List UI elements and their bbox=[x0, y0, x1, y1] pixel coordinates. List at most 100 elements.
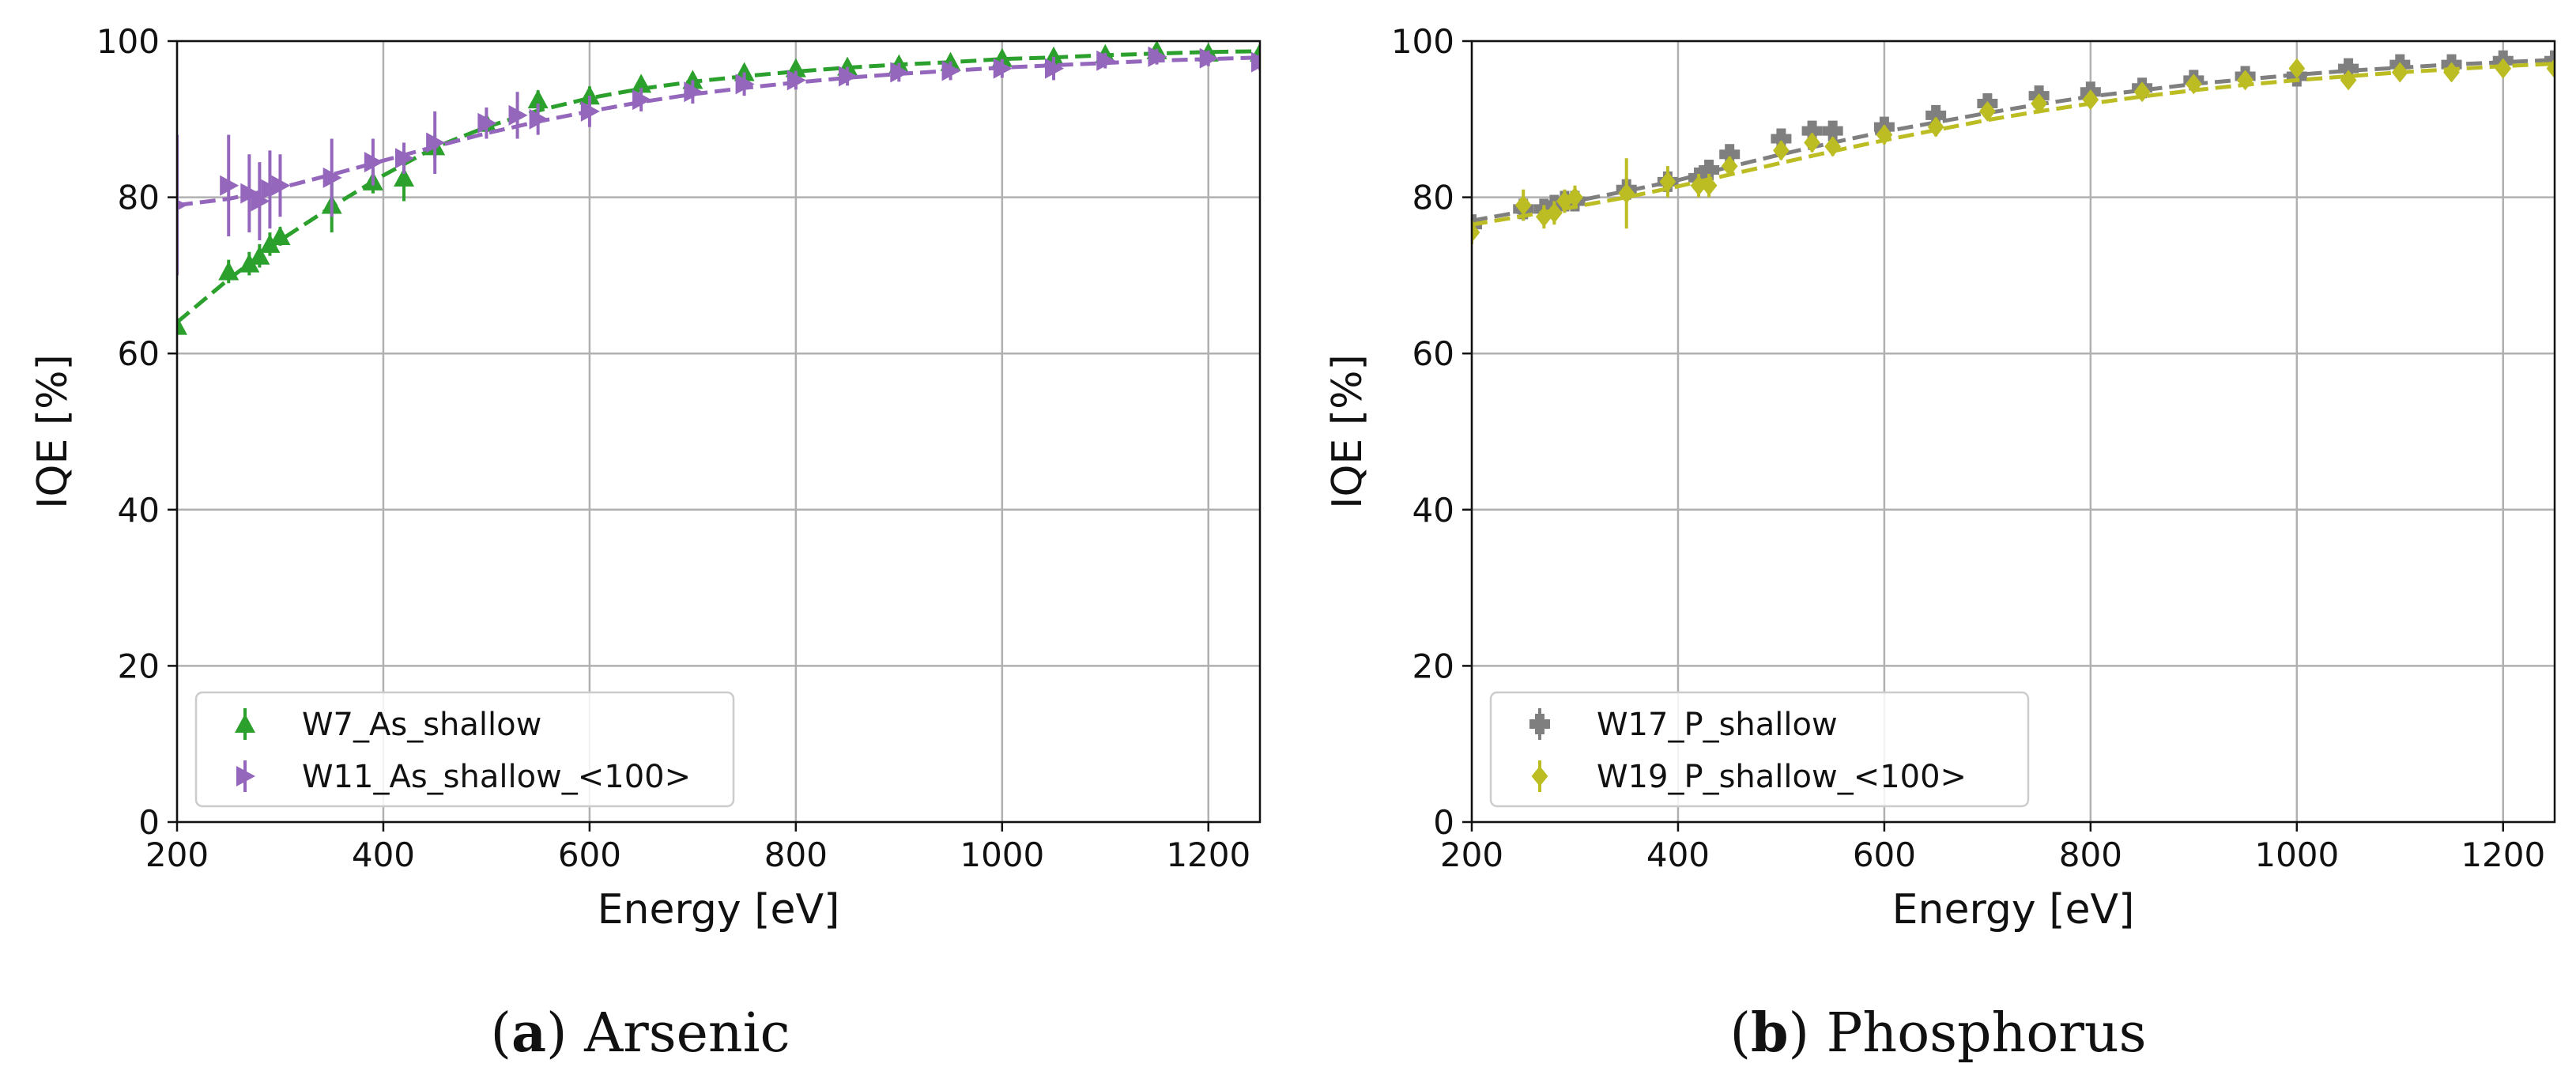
data-point bbox=[579, 85, 600, 105]
x-tick-label: 400 bbox=[352, 835, 415, 874]
data-point bbox=[2133, 81, 2151, 103]
fit-line-W11_As_shallow_<100> bbox=[177, 55, 1260, 207]
data-point bbox=[2237, 70, 2254, 91]
x-tick-label: 400 bbox=[1646, 835, 1710, 874]
x-tick-label: 1200 bbox=[1166, 835, 1250, 874]
data-point bbox=[1773, 140, 1790, 161]
data-point bbox=[1876, 124, 1893, 145]
data-point bbox=[941, 60, 961, 81]
data-point bbox=[1556, 190, 1573, 212]
y-tick-label: 60 bbox=[1412, 334, 1454, 373]
panel-phosphorus: 200 400 600 800 1000 1200 0 20 40 60 80 100 Energy [… bbox=[1324, 22, 2556, 1065]
data-point bbox=[1148, 46, 1167, 67]
x-tick-label: 600 bbox=[1853, 835, 1916, 874]
data-point bbox=[529, 108, 549, 130]
data-point bbox=[1199, 47, 1219, 69]
panel-caption: (a) Arsenic bbox=[490, 1001, 790, 1065]
data-point bbox=[2443, 62, 2460, 83]
x-tick-label: 200 bbox=[145, 835, 209, 874]
fit-line-W17_P_shallow bbox=[1472, 58, 2555, 223]
data-point bbox=[239, 253, 260, 273]
data-point bbox=[322, 167, 342, 188]
data-point bbox=[2391, 62, 2408, 83]
legend-label: W11_As_shallow_<100> bbox=[302, 759, 691, 795]
data-point bbox=[270, 226, 291, 246]
data-point bbox=[890, 62, 910, 83]
axes-frame bbox=[175, 40, 1262, 824]
data-point bbox=[249, 245, 270, 265]
x-tick-label: 1000 bbox=[2254, 835, 2339, 874]
legend-marker bbox=[1529, 714, 1550, 734]
y-axis-label: IQE [%] bbox=[1324, 354, 1371, 509]
x-tick-label: 600 bbox=[558, 835, 621, 874]
fit-line-W7_As_shallow bbox=[177, 49, 1260, 324]
data-point bbox=[632, 89, 652, 111]
y-tick-label: 40 bbox=[118, 491, 160, 530]
y-tick-label: 40 bbox=[1412, 491, 1454, 530]
legend: W17_P_shallow W19_P_shallow_<100> bbox=[1489, 691, 2030, 808]
data-point bbox=[2340, 70, 2357, 91]
legend-marker bbox=[236, 766, 255, 786]
data-point bbox=[218, 261, 239, 281]
data-point bbox=[631, 74, 652, 93]
data-point bbox=[259, 233, 281, 253]
x-axis-label: Energy [eV] bbox=[1892, 886, 2135, 933]
data-point bbox=[1927, 116, 1944, 138]
x-axis-label: Energy [eV] bbox=[598, 886, 840, 933]
data-point bbox=[1771, 128, 1792, 149]
data-point bbox=[735, 74, 755, 95]
data-point bbox=[220, 175, 239, 196]
data-point bbox=[1700, 175, 1718, 196]
fit-line-W19_P_shallow_<100> bbox=[1472, 62, 2555, 227]
data-point bbox=[261, 179, 281, 200]
x-tick-label: 200 bbox=[1440, 835, 1503, 874]
data-point bbox=[2546, 58, 2555, 79]
y-tick-label: 0 bbox=[1433, 803, 1454, 842]
legend: W7_As_shallow W11_As_shallow_<100> bbox=[194, 691, 735, 808]
data-point bbox=[684, 81, 703, 103]
legend-label: W17_P_shallow bbox=[1597, 707, 1838, 743]
data-point bbox=[527, 89, 549, 109]
data-point bbox=[2338, 58, 2359, 79]
legend-marker bbox=[1531, 766, 1548, 786]
legend-box bbox=[1489, 691, 2030, 808]
data-point bbox=[251, 190, 270, 212]
data-point bbox=[993, 58, 1013, 79]
data-point bbox=[1719, 144, 1741, 165]
data-point bbox=[1721, 156, 1738, 177]
data-point bbox=[177, 315, 187, 335]
data-point bbox=[477, 112, 497, 134]
y-tick-label: 80 bbox=[118, 179, 160, 217]
data-point bbox=[1250, 51, 1260, 73]
data-point bbox=[394, 148, 415, 169]
legend-marker bbox=[235, 714, 255, 734]
y-tick-label: 0 bbox=[138, 803, 160, 842]
data-point bbox=[394, 167, 415, 187]
data-point bbox=[1044, 58, 1065, 79]
data-point bbox=[426, 132, 446, 153]
data-point bbox=[1514, 194, 1532, 216]
data-point bbox=[240, 183, 260, 204]
data-point bbox=[1567, 187, 1583, 208]
data-point bbox=[1804, 132, 1820, 153]
data-point bbox=[580, 100, 600, 122]
legend-box bbox=[194, 691, 735, 808]
y-tick-label: 20 bbox=[118, 647, 160, 685]
plot-area bbox=[1472, 50, 2555, 244]
data-point bbox=[2031, 93, 2048, 115]
data-point bbox=[1699, 160, 1720, 181]
data-point bbox=[1545, 202, 1563, 224]
data-point bbox=[1822, 120, 1843, 141]
data-point bbox=[1096, 50, 1116, 71]
y-tick-label: 80 bbox=[1412, 179, 1454, 217]
data-point bbox=[364, 152, 383, 173]
x-tick-label: 1200 bbox=[2461, 835, 2545, 874]
data-point bbox=[1618, 183, 1635, 204]
y-tick-label: 20 bbox=[1412, 647, 1454, 685]
legend-label: W7_As_shallow bbox=[302, 707, 541, 743]
x-tick-label: 1000 bbox=[960, 835, 1044, 874]
data-point bbox=[1472, 222, 1480, 243]
data-point bbox=[2495, 58, 2512, 79]
data-point bbox=[271, 175, 291, 196]
data-point bbox=[786, 70, 806, 91]
